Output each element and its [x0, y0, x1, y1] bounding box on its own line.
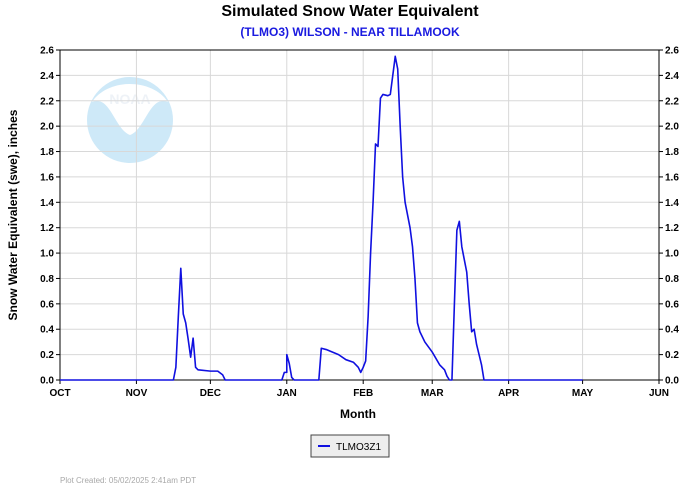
y-tick-label-left: 1.0 [40, 249, 54, 260]
y-tick-label-right: 2.0 [665, 122, 679, 133]
y-tick-label-left: 2.6 [40, 46, 54, 57]
y-tick-label-right: 2.2 [665, 96, 679, 107]
chart-title: Simulated Snow Water Equivalent [221, 3, 479, 20]
y-tick-label-left: 0.4 [40, 325, 54, 336]
noaa-logo-text: NOAA [109, 91, 150, 107]
x-tick-label: MAR [421, 388, 445, 399]
y-tick-label-right: 0.2 [665, 350, 679, 361]
chart-subtitle: (TLMO3) WILSON - NEAR TILLAMOOK [240, 25, 460, 39]
y-tick-label-left: 0.6 [40, 299, 54, 310]
y-tick-label-right: 0.0 [665, 376, 679, 387]
series-line-tlmo3z1 [60, 55, 583, 381]
x-tick-label: FEB [353, 388, 373, 399]
y-tick-label-left: 1.2 [40, 223, 54, 234]
x-tick-label: JUN [649, 388, 669, 399]
series-layer [60, 55, 583, 381]
x-tick-label: NOV [126, 388, 148, 399]
noaa-logo: NOAA [87, 77, 173, 163]
x-tick-label: DEC [200, 388, 221, 399]
y-tick-label-left: 0.2 [40, 350, 54, 361]
y-tick-label-left: 1.6 [40, 172, 54, 183]
y-tick-label-left: 2.4 [40, 71, 54, 82]
plot-frame [59, 49, 660, 381]
x-tick-label: MAY [572, 388, 594, 399]
y-tick-label-right: 0.6 [665, 299, 679, 310]
y-tick-label-left: 0.8 [40, 274, 54, 285]
y-tick-label-left: 2.0 [40, 122, 54, 133]
y-tick-label-right: 0.8 [665, 274, 679, 285]
y-tick-label-right: 1.4 [665, 198, 679, 209]
y-tick-label-left: 1.4 [40, 198, 54, 209]
y-tick-label-right: 1.6 [665, 172, 679, 183]
y-tick-label-right: 0.4 [665, 325, 679, 336]
legend-box [310, 434, 390, 458]
y-tick-label-right: 2.6 [665, 46, 679, 57]
y-axis-left: 0.0 0.2 0.4 0.6 0.8 1.0 1.2 1.4 1.6 1.8 2.0 2.2 2.4 2… [40, 46, 60, 387]
y-tick-label-left: 0.0 [40, 376, 54, 387]
x-tick-label: JAN [277, 388, 297, 399]
x-tick-label: OCT [49, 388, 70, 399]
y-tick-label-left: 1.8 [40, 147, 54, 158]
x-axis-label: Month [340, 407, 376, 421]
y-tick-label-left: 2.2 [40, 96, 54, 107]
y-axis-right: 0.0 0.2 0.4 0.6 0.8 1.0 1.2 1.4 1.6 1.8 2.0 2.2 2.4 2… [659, 46, 679, 387]
legend-entry: TLMO3Z1 [336, 442, 381, 453]
plot-created-footer: Plot Created: 05/02/2025 2:41am PDT [60, 476, 196, 485]
x-tick-label: APR [498, 388, 520, 399]
x-axis: OCT NOV DEC JAN FEB MAR APR MAY JUN [49, 380, 669, 399]
y-tick-label-right: 1.8 [665, 147, 679, 158]
y-tick-label-right: 1.2 [665, 223, 679, 234]
y-tick-label-right: 2.4 [665, 71, 679, 82]
y-tick-label-right: 1.0 [665, 249, 679, 260]
legend: TLMO3Z1 [310, 434, 390, 458]
y-axis-label: Snow Water Equivalent (swe), inches [6, 109, 20, 320]
